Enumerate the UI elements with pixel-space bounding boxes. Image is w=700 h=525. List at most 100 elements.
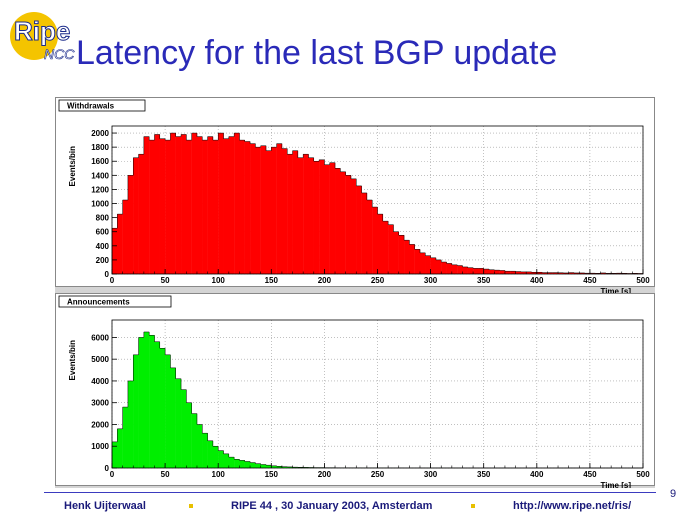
histogram-bar (287, 154, 293, 274)
histogram-bar (382, 221, 389, 274)
histogram-bar (419, 252, 426, 274)
x-tick-label: 200 (318, 470, 332, 479)
histogram-bar (112, 441, 118, 468)
histogram-bar (425, 255, 431, 274)
histogram-bar (494, 270, 500, 274)
footer-separator (189, 504, 193, 508)
histogram-bar (196, 136, 203, 274)
histogram-bar (265, 150, 272, 274)
y-tick-label: 400 (96, 242, 110, 251)
histogram-bar (234, 459, 240, 468)
histogram-bar (271, 465, 277, 468)
histogram-bar (191, 133, 198, 274)
plot-area: 0 50 100 150 200 250 300 350 400 450 500 0 200 400 600… (55, 97, 655, 488)
x-tick-label: 150 (265, 470, 279, 479)
histogram-bar (366, 200, 373, 274)
x-tick-label: 0 (110, 276, 115, 285)
x-tick-label: 100 (212, 276, 226, 285)
histogram-bar (223, 453, 230, 468)
histogram-bar (388, 224, 394, 274)
ripe-ncc-logo: Ripe NCC (4, 4, 90, 64)
y-tick-label: 1200 (91, 185, 109, 194)
histogram-bar (350, 178, 357, 274)
histogram-panel-2: 0 50 100 150 200 250 300 350 400 450 5000100020003… (55, 293, 655, 488)
histogram-bar (207, 136, 214, 274)
histogram-bar (260, 464, 267, 468)
histogram-bar (478, 268, 484, 274)
histogram-bar (281, 466, 288, 468)
histogram-bar (573, 272, 580, 274)
histogram-bar (308, 157, 314, 274)
histogram-bar (196, 424, 203, 468)
footer-author: Henk Uijterwaal (64, 500, 146, 512)
histogram-bar (345, 175, 352, 274)
histogram-bar (138, 337, 145, 468)
histogram-bar (536, 272, 543, 274)
y-tick-label: 2000 (91, 420, 109, 429)
y-tick-label: 0 (105, 464, 110, 473)
histogram-bar (276, 143, 283, 274)
y-tick-label: 3000 (91, 399, 109, 408)
y-tick-label: 1400 (91, 171, 109, 180)
histogram-bar (181, 389, 187, 468)
histogram-bar (372, 207, 378, 274)
y-tick-label: 2000 (91, 129, 109, 138)
histogram-bar (117, 214, 123, 274)
histogram-bar (276, 466, 283, 468)
histogram-bar (489, 269, 495, 274)
x-tick-label: 450 (583, 276, 597, 285)
x-axis-label: Time [s] (600, 481, 631, 488)
footer-url: http://www.ripe.net/ris/ (513, 500, 632, 512)
histogram-bar (239, 140, 245, 274)
footer-divider (44, 492, 656, 493)
histogram-bar (159, 138, 166, 274)
histogram-bar (335, 168, 341, 274)
histogram-bar (165, 354, 171, 468)
histogram-bar (234, 133, 240, 274)
chart-title: Announcements (67, 298, 130, 307)
x-axis-label: Time [s] (600, 287, 631, 296)
histogram-bar (212, 140, 219, 274)
histogram-bar (223, 138, 230, 274)
histogram-bar (361, 192, 368, 274)
histogram-bar (526, 271, 532, 274)
histogram-bar (319, 159, 325, 274)
y-tick-label: 5000 (91, 355, 109, 364)
histogram-bar (218, 450, 224, 468)
histogram-bar (133, 157, 139, 274)
histogram-bar (313, 161, 320, 274)
x-tick-label: 500 (636, 276, 650, 285)
histogram-bar (228, 136, 235, 274)
histogram-bar (127, 175, 134, 274)
y-tick-label: 200 (96, 256, 110, 265)
histogram-bar (520, 271, 527, 274)
histogram-bar (473, 268, 479, 274)
x-tick-label: 500 (636, 470, 650, 479)
y-tick-label: 1800 (91, 143, 109, 152)
histogram-bar (414, 249, 421, 274)
histogram-bar (531, 272, 537, 274)
histogram-bar (504, 271, 511, 274)
histogram-bar (467, 267, 474, 274)
page-number: 9 (670, 488, 677, 500)
histogram-bar (186, 140, 192, 274)
histogram-bar (589, 273, 596, 274)
histogram-bar (265, 465, 272, 468)
histogram-bar (143, 136, 150, 274)
histogram-bar (303, 154, 309, 274)
y-tick-label: 0 (105, 270, 110, 279)
histogram-bar (255, 147, 261, 274)
y-tick-label: 600 (96, 228, 110, 237)
histogram-bar (483, 269, 490, 274)
histogram-bar (499, 270, 506, 274)
histogram-bar (170, 367, 176, 468)
histogram-bar (404, 240, 410, 274)
y-axis-label: Events/bin (68, 146, 77, 187)
histogram-bar (159, 348, 166, 468)
histogram-bar (175, 136, 182, 274)
y-tick-label: 1000 (91, 200, 109, 209)
x-tick-label: 0 (110, 470, 115, 479)
x-tick-label: 350 (477, 276, 491, 285)
histogram-bar (340, 171, 346, 274)
histogram-bar (250, 462, 256, 468)
